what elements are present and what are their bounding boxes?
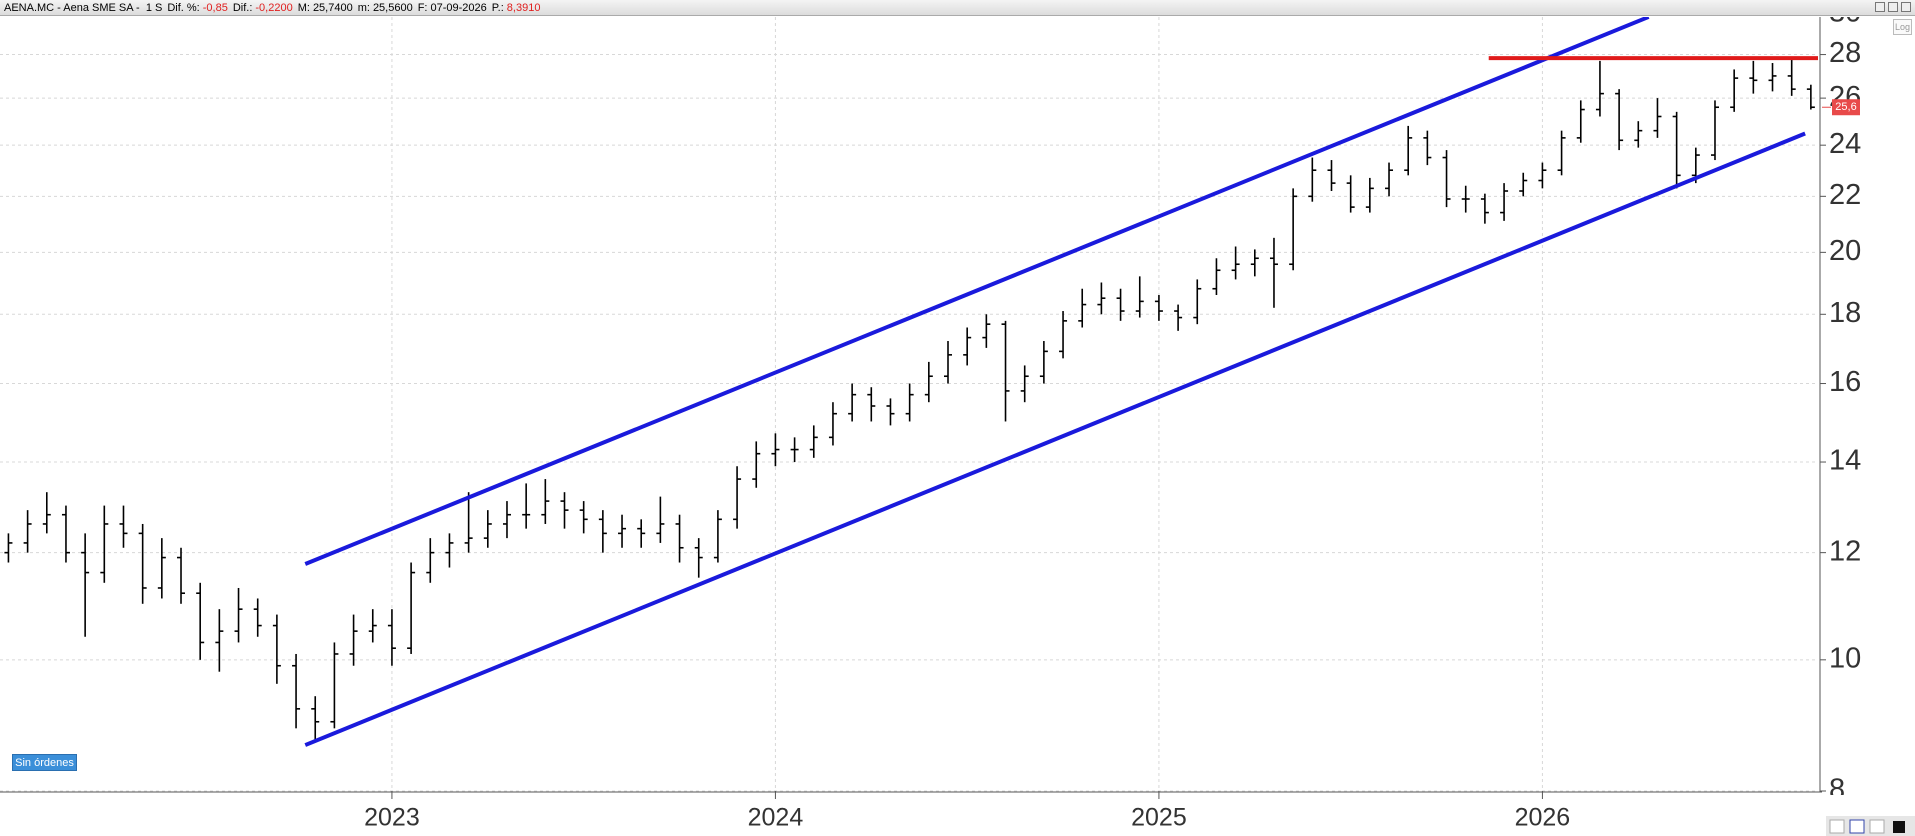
y-tick-label: 22 <box>1829 179 1861 211</box>
y-tick-label: 14 <box>1829 445 1861 477</box>
tool-icon[interactable] <box>1869 819 1885 834</box>
minimize[interactable] <box>1875 2 1885 12</box>
y-tick-label: 30 <box>1829 0 1861 29</box>
field-value: -0,85 <box>202 2 228 14</box>
last-price-tag <box>1832 99 1860 116</box>
header-fields: Dif. %: -0,85 Dif.: -0,2200 M: 25,7400 m: 25,56… <box>167 2 545 14</box>
y-axis: 81012141618202224262830 <box>1820 0 1861 806</box>
last-price-label: 25,6 <box>1835 101 1856 113</box>
field-value: -0,2200 <box>255 2 293 14</box>
field-value: 25,5600 <box>372 2 413 14</box>
y-tick-label: 10 <box>1829 642 1861 674</box>
orders-button[interactable]: Sin órdenes <box>12 754 77 771</box>
window-controls <box>1875 2 1911 12</box>
x-tick-label: 2026 <box>1515 804 1571 832</box>
y-tick-label: 28 <box>1829 37 1861 69</box>
x-tick-label: 2024 <box>748 804 804 832</box>
field-value: 8,3910 <box>506 2 541 14</box>
field-label: F: <box>417 2 428 14</box>
field-label: Dif.: <box>232 2 253 14</box>
field-value: 07-09-2026 <box>430 2 487 14</box>
y-tick-label: 18 <box>1829 297 1861 329</box>
y-tick-label: 12 <box>1829 535 1861 567</box>
y-tick-label: 8 <box>1829 774 1845 806</box>
grid <box>0 13 1817 792</box>
field-label: P.: <box>491 2 504 14</box>
x-axis: 2023 2024 2025 2026 <box>364 791 1570 832</box>
y-tick-label: 20 <box>1829 235 1861 267</box>
y-tick-label: 16 <box>1829 366 1861 398</box>
log-toggle[interactable]: Log <box>1893 19 1912 35</box>
x-tick-label: 2023 <box>364 804 420 832</box>
field-label: m: <box>357 2 370 14</box>
field-label: M: <box>297 2 310 14</box>
field-value: 25,7400 <box>312 2 353 14</box>
tool-icon[interactable] <box>1849 819 1865 834</box>
maximize[interactable] <box>1888 2 1898 12</box>
trendline <box>304 17 1650 566</box>
trendline <box>304 131 1806 747</box>
close[interactable] <box>1901 2 1911 12</box>
x-tick-label: 2025 <box>1131 804 1187 832</box>
header-bar: AENA.MC - Aena SME SA - 1 S Dif. %: -0,85 D… <box>0 0 1915 16</box>
tool-icon[interactable] <box>1829 819 1845 834</box>
y-tick-label: 24 <box>1829 128 1861 160</box>
symbol-title: AENA.MC - Aena SME SA - 1 S <box>4 2 163 14</box>
plot-area <box>4 17 1818 747</box>
field-label: Dif. %: <box>167 2 200 14</box>
tool-icon[interactable] <box>1893 821 1905 833</box>
